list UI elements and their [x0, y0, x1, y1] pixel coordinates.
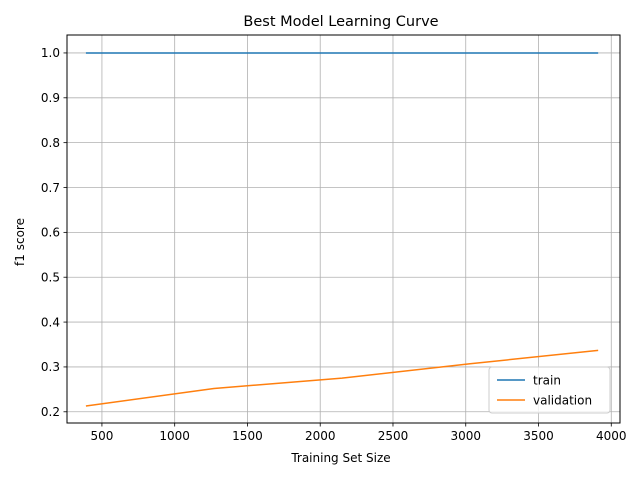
- legend-label-validation: validation: [533, 393, 592, 407]
- y-tick-label: 0.4: [41, 315, 60, 329]
- y-tick-label: 0.9: [41, 91, 60, 105]
- series-layer: [85, 52, 599, 407]
- y-tick-label: 0.7: [41, 181, 60, 195]
- y-tick-label: 0.8: [41, 136, 60, 150]
- x-tick-label: 1000: [159, 429, 190, 443]
- legend-label-train: train: [533, 373, 561, 387]
- x-axis-label: Training Set Size: [290, 451, 390, 465]
- x-tick-label: 500: [90, 429, 113, 443]
- y-tick-label: 0.5: [41, 271, 60, 285]
- x-tick-label: 2500: [378, 429, 409, 443]
- y-tick-label: 1.0: [41, 46, 60, 60]
- y-tick-label: 0.6: [41, 226, 60, 240]
- x-tick-label: 3500: [523, 429, 554, 443]
- legend-box: [488, 366, 611, 414]
- plot-frame: [66, 34, 621, 424]
- chart-title: Best Model Learning Curve: [243, 14, 438, 30]
- x-tick-label: 3000: [450, 429, 481, 443]
- series-line-validation: [85, 349, 599, 407]
- x-tick-label: 4000: [596, 429, 627, 443]
- legend: train validation: [488, 366, 611, 414]
- y-tick-label: 0.3: [41, 360, 60, 374]
- x-tick-label: 2000: [305, 429, 336, 443]
- y-tick-label: 0.2: [41, 405, 60, 419]
- x-tick-label: 1500: [232, 429, 263, 443]
- axis-ticks: 500 1000 1500 2000 2500 3000 3500 4000 0.2 0.3 0.4…: [41, 46, 627, 443]
- y-axis-label: f1 score: [13, 218, 27, 266]
